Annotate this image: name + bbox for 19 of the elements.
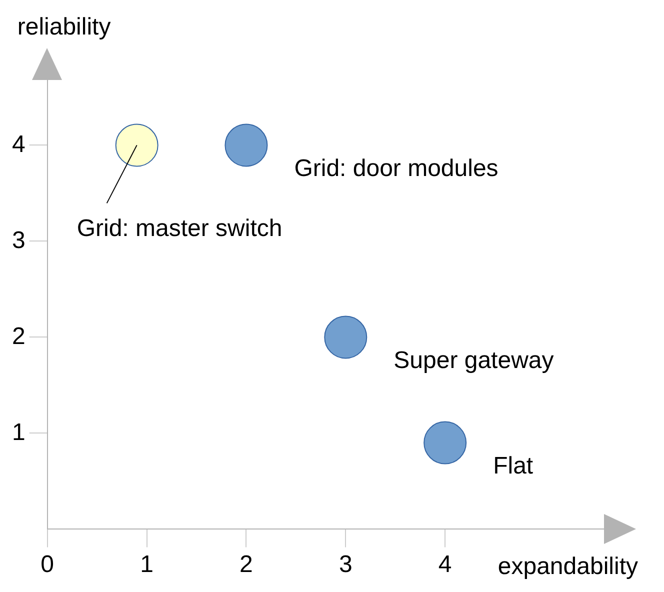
x-tick-label: 0 [40, 551, 54, 578]
point [115, 124, 158, 167]
y-tick-label: 3 [12, 226, 26, 254]
point [224, 124, 268, 167]
y-tick-label: 2 [12, 322, 26, 350]
point [324, 316, 368, 359]
x-tick-label: 1 [140, 551, 154, 578]
x-tick-label: 2 [240, 551, 253, 578]
x-axis-title: expandability [498, 552, 638, 580]
y-tick-label: 1 [12, 418, 26, 446]
point [424, 421, 467, 464]
annotation: Super gateway [394, 346, 554, 374]
annotation: Grid: master switch [76, 214, 282, 242]
y-axis-title: reliability [17, 14, 111, 41]
x-tick-label: 3 [338, 551, 352, 578]
annotation: Grid: door modules [294, 154, 498, 182]
annotation: Flat [493, 452, 534, 480]
y-tick-label: 4 [12, 130, 26, 158]
x-tick-label: 4 [438, 551, 452, 578]
